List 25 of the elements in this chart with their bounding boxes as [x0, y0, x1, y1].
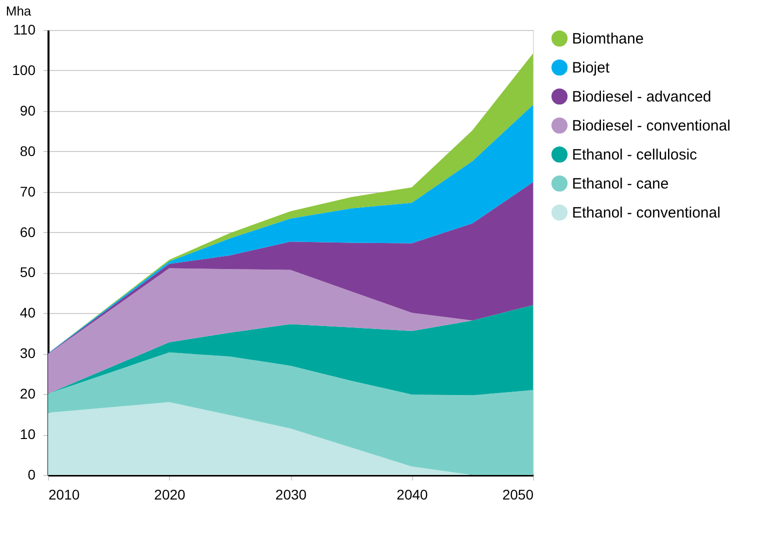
- y-tick-label: 80: [20, 142, 36, 159]
- x-tick-label: 2030: [275, 486, 307, 502]
- legend-label: Ethanol - cellulosic: [572, 146, 698, 164]
- y-tick-label: 0: [28, 466, 36, 482]
- y-tick-label: 10: [20, 426, 36, 442]
- y-tick-label: 60: [20, 224, 36, 240]
- x-tick-label: 2040: [396, 486, 428, 502]
- legend-label: Ethanol - conventional: [572, 204, 720, 222]
- legend-label: Biojet: [572, 60, 610, 76]
- y-tick-label: 100: [12, 62, 36, 78]
- y-tick-label: 110: [13, 22, 36, 38]
- y-tick-label: 20: [20, 386, 36, 402]
- y-tick-label: 50: [20, 264, 36, 280]
- x-tick-label: 2050: [502, 486, 534, 502]
- legend-label: Biodiesel - advanced: [572, 88, 712, 106]
- legend-label: Biodiesel - conventional: [572, 118, 730, 134]
- y-tick-label: 40: [20, 304, 36, 321]
- legend-label: Biomthane: [572, 30, 644, 48]
- x-tick-label: 2020: [154, 486, 186, 502]
- y-tick-label: 90: [20, 102, 36, 118]
- y-axis-title: Mha: [6, 4, 32, 18]
- y-tick-label: 30: [20, 345, 36, 362]
- x-tick-label: 2010: [48, 486, 80, 502]
- y-tick-label: 70: [20, 183, 36, 200]
- legend-label: Ethanol - cane: [572, 176, 669, 192]
